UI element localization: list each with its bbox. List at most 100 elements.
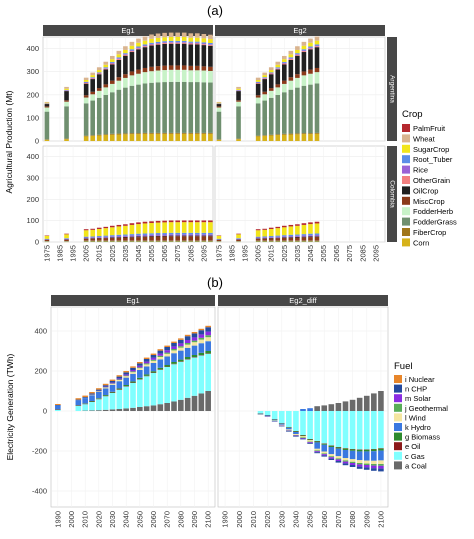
ylabel-b: Electricity Generation (TWh): [5, 353, 15, 460]
bar-sugarcrop: [288, 226, 294, 235]
bar-rice: [275, 236, 281, 238]
bar-sugarcrop: [255, 230, 261, 237]
bar-solar: [349, 463, 356, 465]
bar-othergrain: [110, 63, 115, 65]
bar-wheat: [308, 38, 313, 43]
bar-misccrop: [175, 236, 180, 241]
bar-misccrop: [301, 237, 307, 241]
bar-misccrop: [308, 237, 313, 241]
bar-root_tuber: [255, 81, 261, 83]
bar-sugarcrop: [275, 64, 281, 68]
bar-palmfruit: [129, 223, 135, 225]
bar-othergrain: [181, 42, 187, 44]
bar-rice: [149, 234, 154, 237]
bar-oilcrop: [142, 236, 148, 237]
bar-misccrop: [236, 239, 241, 242]
bar-fibercrop: [268, 134, 274, 136]
bar-sugarcrop: [268, 228, 274, 237]
bar-hydro: [116, 381, 123, 389]
bar-oilcrop: [201, 45, 207, 67]
bar-geothermal: [171, 349, 177, 351]
bar-gas: [171, 364, 177, 402]
bar-wind: [130, 372, 136, 374]
bar-coal: [314, 406, 320, 411]
legend-label-oilcrop: OilCrop: [413, 186, 438, 195]
bar-oilcrop: [103, 69, 109, 85]
bar-foddergrass: [123, 87, 128, 134]
bar-biomass: [150, 371, 157, 373]
bar-wind: [300, 436, 306, 438]
bar-fibercrop: [314, 132, 320, 134]
bar-solar: [184, 340, 191, 343]
bar-root_tuber: [188, 232, 194, 235]
xtick-label: 2080: [176, 511, 185, 528]
xtick-label: 2030: [108, 511, 117, 528]
bar-root_tuber: [162, 41, 167, 43]
bar-fodderherb: [282, 83, 287, 93]
xtick-label: 2055: [319, 245, 328, 262]
bar-rice: [308, 235, 313, 237]
bar-gas: [191, 357, 198, 396]
bar-hydro: [286, 427, 292, 430]
bar-foddergrass: [149, 82, 154, 133]
bar-sugarcrop: [168, 222, 174, 233]
bar-oilcrop: [288, 237, 294, 238]
bar-corn: [129, 134, 135, 141]
ytick-label: 200: [34, 367, 47, 376]
bar-wheat: [282, 55, 287, 60]
bar-solar: [150, 357, 157, 360]
bar-rice: [142, 234, 148, 237]
ytick-label: 0: [35, 137, 39, 146]
bar-sugarcrop: [188, 37, 194, 42]
bar-coal: [102, 409, 109, 411]
bar-chp: [363, 467, 370, 470]
bar-oilcrop: [155, 44, 161, 67]
legend-label-oil: e Oil: [405, 442, 421, 451]
bar-misccrop: [314, 67, 320, 73]
bar-sugarcrop: [262, 75, 267, 78]
bar-biomass: [130, 381, 136, 383]
bar-misccrop: [129, 71, 135, 76]
bar-wheat: [149, 34, 154, 39]
bar-rice: [83, 237, 89, 239]
bar-sugarcrop: [129, 45, 135, 50]
bar-root_tuber: [181, 232, 187, 235]
bar-palmfruit: [295, 224, 300, 226]
bar-corn: [195, 133, 200, 141]
bar-fibercrop: [308, 133, 313, 135]
bar-nuclear: [123, 371, 129, 373]
bar-sugarcrop: [44, 102, 50, 104]
bar-rice: [195, 234, 200, 236]
bar-root_tuber: [136, 233, 141, 236]
ytick-label: 200: [26, 90, 39, 99]
bar-root_tuber: [149, 42, 154, 44]
bar-chp: [293, 436, 299, 437]
bar-palmfruit: [301, 223, 307, 225]
xtick-label: 1985: [56, 245, 65, 262]
bar-gas: [278, 411, 285, 423]
bar-sugarcrop: [236, 234, 241, 239]
bar-othergrain: [103, 68, 109, 70]
bar-wheat: [44, 101, 50, 103]
bar-sugarcrop: [90, 229, 95, 237]
bar-biomass: [349, 449, 356, 451]
bar-hydro: [356, 451, 363, 461]
bar-root_tuber: [314, 44, 320, 46]
bar-oilcrop: [301, 236, 307, 238]
bar-foddergrass: [162, 82, 167, 133]
xtick-label: 2005: [254, 245, 263, 262]
bar-othergrain: [308, 48, 313, 50]
bar-corn: [301, 134, 307, 141]
xtick-label: 2060: [320, 511, 329, 528]
bar-geothermal: [150, 359, 157, 361]
bar-gas: [378, 411, 384, 449]
bar-oilcrop: [155, 235, 161, 237]
strip-label-argentina: Argentina: [388, 75, 395, 103]
bar-root_tuber: [116, 234, 122, 237]
bar-biomass: [184, 357, 191, 359]
bar-foddergrass: [116, 240, 122, 242]
legend-swatch-wheat: [402, 134, 410, 143]
strip-colombia: [387, 146, 397, 242]
bar-root_tuber: [255, 236, 261, 238]
bar-misccrop: [295, 74, 300, 78]
